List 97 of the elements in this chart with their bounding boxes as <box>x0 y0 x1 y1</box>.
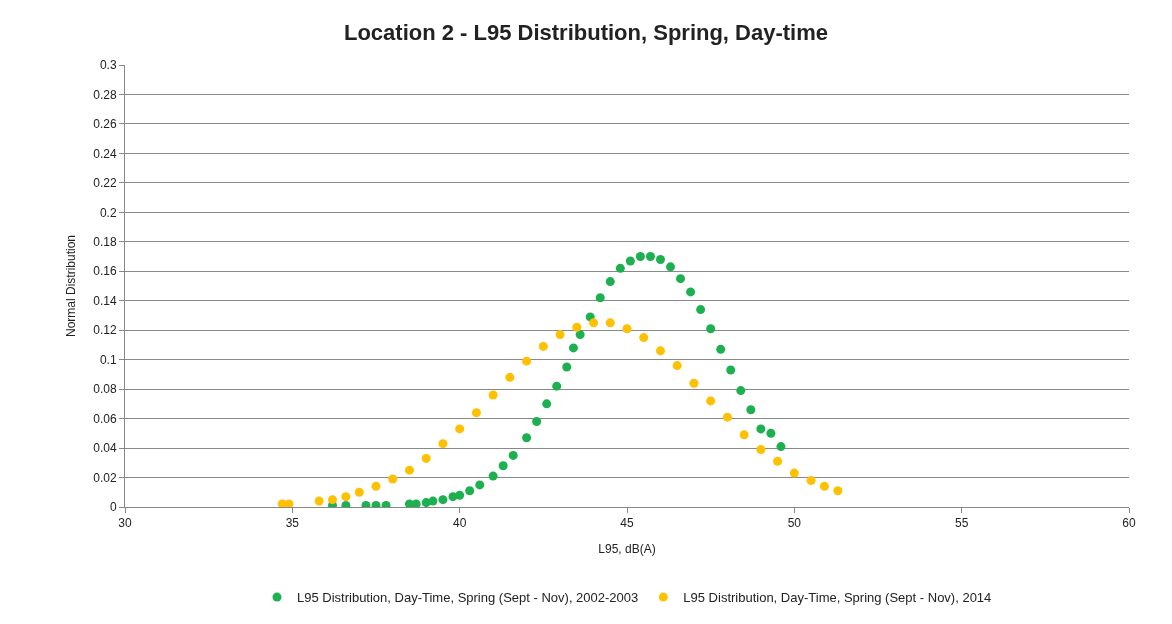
y-tick-label: 0.2 <box>99 205 117 220</box>
point <box>756 424 766 434</box>
point <box>615 263 625 273</box>
point <box>388 474 398 484</box>
point <box>726 365 736 375</box>
point <box>532 417 542 427</box>
x-tick-label: 55 <box>954 516 969 531</box>
point <box>833 486 843 496</box>
y-axis-title: Normal Distribution <box>63 234 78 338</box>
y-tick-label: 0.28 <box>93 87 117 102</box>
point <box>404 465 414 475</box>
point <box>605 318 615 328</box>
y-tick-label: 0.18 <box>93 235 117 249</box>
point <box>716 344 726 354</box>
point <box>706 324 716 334</box>
y-tick-label: 0.24 <box>93 146 117 161</box>
point <box>552 381 562 391</box>
point <box>505 372 515 382</box>
point <box>421 453 431 463</box>
point <box>595 293 605 303</box>
point <box>572 322 582 332</box>
point <box>776 442 786 452</box>
point <box>438 495 448 505</box>
point <box>622 324 632 334</box>
point <box>666 262 676 272</box>
point <box>739 430 749 440</box>
x-axis-title: L95, dB(A) <box>598 542 656 557</box>
point <box>341 492 351 502</box>
point <box>314 496 324 506</box>
point <box>655 254 665 264</box>
x-tick-label: 45 <box>620 516 634 531</box>
point <box>589 318 599 328</box>
point <box>488 471 498 481</box>
x-tick-label: 50 <box>787 516 802 531</box>
legend-label: L95 Distribution, Day-Time, Spring (Sept - Nov), 2002-2003 <box>297 590 639 606</box>
point <box>428 496 438 506</box>
point <box>696 305 706 315</box>
point <box>475 480 485 490</box>
point <box>455 424 465 434</box>
point <box>706 396 716 406</box>
point <box>722 412 732 422</box>
y-tick-label: 0.04 <box>93 441 117 456</box>
point <box>806 475 816 485</box>
point <box>736 386 746 396</box>
point <box>498 461 508 471</box>
point <box>773 456 783 466</box>
y-tick-label: 0.26 <box>93 117 117 132</box>
point <box>635 252 645 262</box>
x-tick-label: 30 <box>118 516 132 531</box>
y-tick-label: 0.06 <box>93 411 117 426</box>
point <box>625 256 635 266</box>
point <box>645 252 655 262</box>
point <box>819 481 829 491</box>
point <box>411 499 421 507</box>
y-tick-label: 0.02 <box>93 470 117 485</box>
point <box>789 468 799 478</box>
point <box>542 399 552 409</box>
point <box>746 405 756 415</box>
point <box>371 481 381 491</box>
point <box>538 341 548 351</box>
point <box>575 330 585 340</box>
x-tick-label: 60 <box>1122 516 1136 531</box>
legend-label: L95 Distribution, Day-Time, Spring (Sept - Nov), 2014 <box>683 590 992 606</box>
point <box>471 408 481 418</box>
y-tick-label: 0.08 <box>93 382 117 397</box>
x-tick-label: 40 <box>452 516 467 531</box>
point <box>568 343 578 353</box>
point <box>686 287 696 297</box>
point <box>327 495 337 505</box>
point <box>676 274 686 284</box>
point <box>639 333 649 343</box>
y-tick-label: 0.22 <box>93 176 117 191</box>
y-tick-label: 0 <box>109 500 117 515</box>
point <box>284 499 294 507</box>
point <box>605 277 615 287</box>
point <box>488 390 498 400</box>
y-tick-label: 0.12 <box>93 323 117 338</box>
point <box>672 361 682 371</box>
point <box>522 433 532 443</box>
point <box>562 362 572 372</box>
point <box>756 445 766 455</box>
y-tick-label: 0.16 <box>93 264 117 279</box>
point <box>354 487 364 497</box>
y-tick-label: 0.1 <box>99 352 117 367</box>
point <box>555 330 565 340</box>
y-tick-label: 0.3 <box>99 58 117 73</box>
point <box>522 356 532 366</box>
chart-title: Location 2 - L95 Distribution, Spring, Day-time <box>343 20 829 46</box>
point <box>438 439 448 449</box>
point <box>689 378 699 388</box>
point <box>508 450 518 460</box>
point <box>465 486 475 496</box>
x-tick-label: 35 <box>285 516 300 531</box>
point <box>766 428 776 438</box>
point <box>455 490 465 500</box>
y-tick-label: 0.14 <box>93 293 117 308</box>
point <box>655 346 665 356</box>
